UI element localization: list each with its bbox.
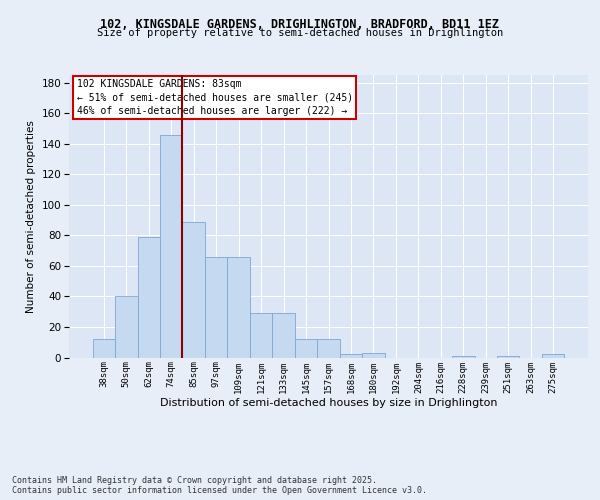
- Bar: [317, 339, 340, 357]
- Bar: [205, 256, 227, 358]
- Bar: [182, 222, 205, 358]
- Bar: [137, 237, 160, 358]
- Text: Contains HM Land Registry data © Crown copyright and database right 2025.
Contai: Contains HM Land Registry data © Crown c…: [12, 476, 427, 495]
- Y-axis label: Number of semi-detached properties: Number of semi-detached properties: [26, 120, 36, 312]
- Text: Size of property relative to semi-detached houses in Drighlington: Size of property relative to semi-detach…: [97, 28, 503, 38]
- Bar: [227, 256, 250, 358]
- X-axis label: Distribution of semi-detached houses by size in Drighlington: Distribution of semi-detached houses by …: [160, 398, 497, 408]
- Bar: [250, 313, 272, 358]
- Bar: [542, 354, 565, 358]
- Bar: [115, 296, 137, 358]
- Text: 102, KINGSDALE GARDENS, DRIGHLINGTON, BRADFORD, BD11 1EZ: 102, KINGSDALE GARDENS, DRIGHLINGTON, BR…: [101, 18, 499, 30]
- Text: 102 KINGSDALE GARDENS: 83sqm
← 51% of semi-detached houses are smaller (245)
46%: 102 KINGSDALE GARDENS: 83sqm ← 51% of se…: [77, 79, 353, 116]
- Bar: [497, 356, 520, 358]
- Bar: [272, 313, 295, 358]
- Bar: [452, 356, 475, 358]
- Bar: [340, 354, 362, 358]
- Bar: [92, 339, 115, 357]
- Bar: [160, 134, 182, 358]
- Bar: [295, 339, 317, 357]
- Bar: [362, 353, 385, 358]
